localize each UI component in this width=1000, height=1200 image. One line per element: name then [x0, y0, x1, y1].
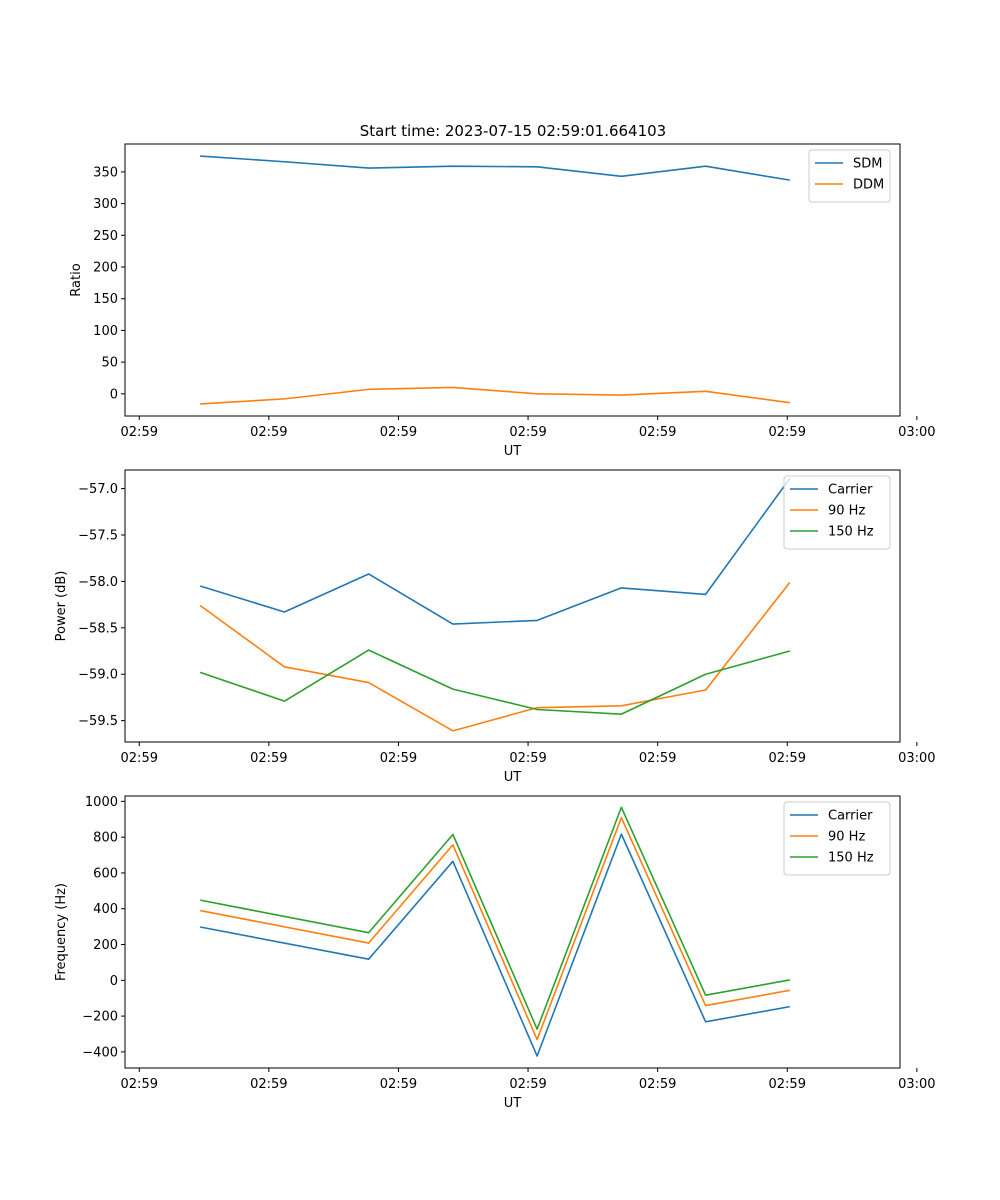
- figure-title: Start time: 2023-07-15 02:59:01.664103: [360, 122, 666, 140]
- series-line-ddm: [200, 386, 790, 405]
- legend: Carrier 90 Hz 150 Hz: [783, 801, 891, 876]
- panels: 02:59 02:59 02:59 02:59 02:59 02:59 03:00 0 50 10…: [54, 143, 936, 1111]
- axes-frame: [124, 143, 901, 417]
- legend-label: 90 Hz: [828, 830, 865, 845]
- x-tick-label: 02:59: [639, 1077, 676, 1092]
- panel-3: 02:59 02:59 02:59 02:59 02:59 02:59 03:00 −400 −…: [54, 795, 936, 1111]
- y-tick-label: 150: [93, 292, 118, 307]
- legend-label: 150 Hz: [828, 851, 874, 866]
- legend: Carrier 90 Hz 150 Hz: [783, 475, 891, 550]
- panel-1: 02:59 02:59 02:59 02:59 02:59 02:59 03:00 0 50 10…: [69, 143, 936, 459]
- x-tick-label: 02:59: [380, 425, 417, 440]
- x-axis-label: UT: [504, 444, 522, 459]
- y-tick-label: −58.0: [78, 575, 118, 590]
- y-tick-label: −200: [82, 1010, 118, 1025]
- x-tick-label: 02:59: [121, 425, 158, 440]
- x-tick-label: 02:59: [121, 1077, 158, 1092]
- x-tick-label: 02:59: [121, 751, 158, 766]
- y-tick-label: −57.5: [78, 528, 118, 543]
- x-tick-label: 02:59: [250, 1077, 287, 1092]
- panel-2: 02:59 02:59 02:59 02:59 02:59 02:59 03:00 −59.5…: [54, 469, 936, 785]
- series-line-sdm: [200, 155, 790, 181]
- series-line-90-hz: [199, 581, 791, 732]
- y-axis-label: Power (dB): [54, 571, 69, 642]
- legend-label: 90 Hz: [828, 504, 865, 519]
- legend-label: 150 Hz: [828, 525, 874, 540]
- x-tick-label: 02:59: [250, 751, 287, 766]
- x-tick-label: 03:00: [898, 425, 935, 440]
- y-tick-label: 250: [93, 229, 118, 244]
- y-tick-label: −58.5: [78, 621, 118, 636]
- x-tick-label: 02:59: [639, 751, 676, 766]
- x-tick-label: 02:59: [509, 1077, 546, 1092]
- series-line-150-hz: [200, 806, 790, 1030]
- x-tick-label: 02:59: [380, 751, 417, 766]
- series-line-90-hz: [200, 816, 790, 1041]
- x-axis-label: UT: [504, 1096, 522, 1111]
- x-tick-label: 02:59: [380, 1077, 417, 1092]
- x-tick-label: 02:59: [769, 425, 806, 440]
- axes-frame: [124, 795, 901, 1069]
- x-tick-label: 02:59: [639, 425, 676, 440]
- y-tick-label: 800: [93, 831, 118, 846]
- y-tick-label: 1000: [85, 795, 118, 810]
- x-tick-label: 03:00: [898, 1077, 935, 1092]
- series-line-carrier: [200, 833, 790, 1057]
- x-tick-label: 02:59: [769, 1077, 806, 1092]
- x-tick-label: 02:59: [509, 751, 546, 766]
- y-tick-label: 100: [93, 324, 118, 339]
- y-tick-label: −59.0: [78, 668, 118, 683]
- y-tick-label: 300: [93, 197, 118, 212]
- y-tick-label: −59.5: [78, 714, 118, 729]
- series-line-150-hz: [199, 649, 791, 715]
- legend-label: Carrier: [828, 483, 873, 498]
- y-tick-label: 350: [93, 165, 118, 180]
- y-tick-label: 0: [110, 387, 118, 402]
- y-axis-label: Ratio: [69, 263, 84, 296]
- y-tick-label: 50: [101, 356, 118, 371]
- y-tick-label: −57.0: [78, 482, 118, 497]
- legend-label: DDM: [853, 178, 884, 193]
- x-axis-label: UT: [504, 770, 522, 785]
- legend-label: Carrier: [828, 809, 873, 824]
- legend-label: SDM: [853, 157, 882, 172]
- y-tick-label: 200: [93, 261, 118, 276]
- y-tick-label: 400: [93, 902, 118, 917]
- x-tick-label: 02:59: [509, 425, 546, 440]
- y-tick-label: −400: [82, 1045, 118, 1060]
- axes-frame: [124, 469, 901, 743]
- y-tick-label: 600: [93, 866, 118, 881]
- x-tick-label: 02:59: [250, 425, 287, 440]
- x-tick-label: 02:59: [769, 751, 806, 766]
- y-tick-label: 0: [110, 974, 118, 989]
- legend: SDM DDM: [808, 149, 891, 203]
- y-axis-label: Frequency (Hz): [54, 883, 69, 981]
- y-tick-label: 200: [93, 938, 118, 953]
- series-line-carrier: [199, 477, 791, 625]
- x-tick-label: 03:00: [898, 751, 935, 766]
